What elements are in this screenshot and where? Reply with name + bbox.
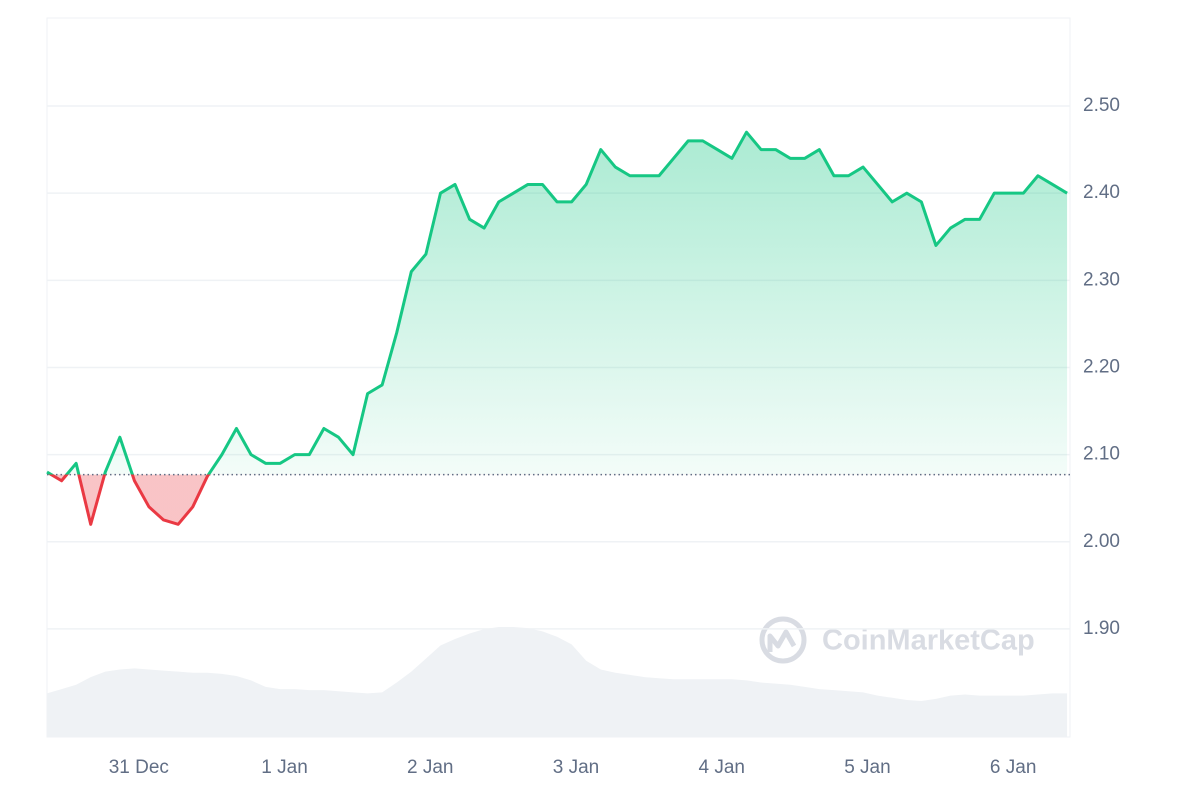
y-tick-label: 2.30	[1083, 269, 1120, 290]
price-line	[46, 130, 1068, 526]
x-tick-label: 1 Jan	[261, 757, 307, 778]
x-tick-label: 2 Jan	[407, 757, 453, 778]
volume-area	[47, 627, 1068, 737]
y-tick-label: 2.20	[1083, 356, 1120, 377]
x-tick-label: 5 Jan	[844, 757, 890, 778]
x-tick-label: 31 Dec	[109, 757, 169, 778]
price-area	[47, 132, 1068, 525]
y-tick-label: 2.10	[1083, 444, 1120, 465]
x-tick-label: 3 Jan	[553, 757, 599, 778]
y-tick-label: 1.90	[1083, 618, 1120, 639]
y-tick-label: 2.00	[1083, 531, 1120, 552]
x-tick-label: 4 Jan	[698, 757, 744, 778]
y-tick-label: 2.50	[1083, 95, 1120, 116]
y-tick-label: 2.40	[1083, 182, 1120, 203]
watermark: CoinMarketCap	[759, 616, 1035, 664]
watermark-text: CoinMarketCap	[822, 625, 1035, 657]
x-tick-label: 6 Jan	[990, 757, 1036, 778]
